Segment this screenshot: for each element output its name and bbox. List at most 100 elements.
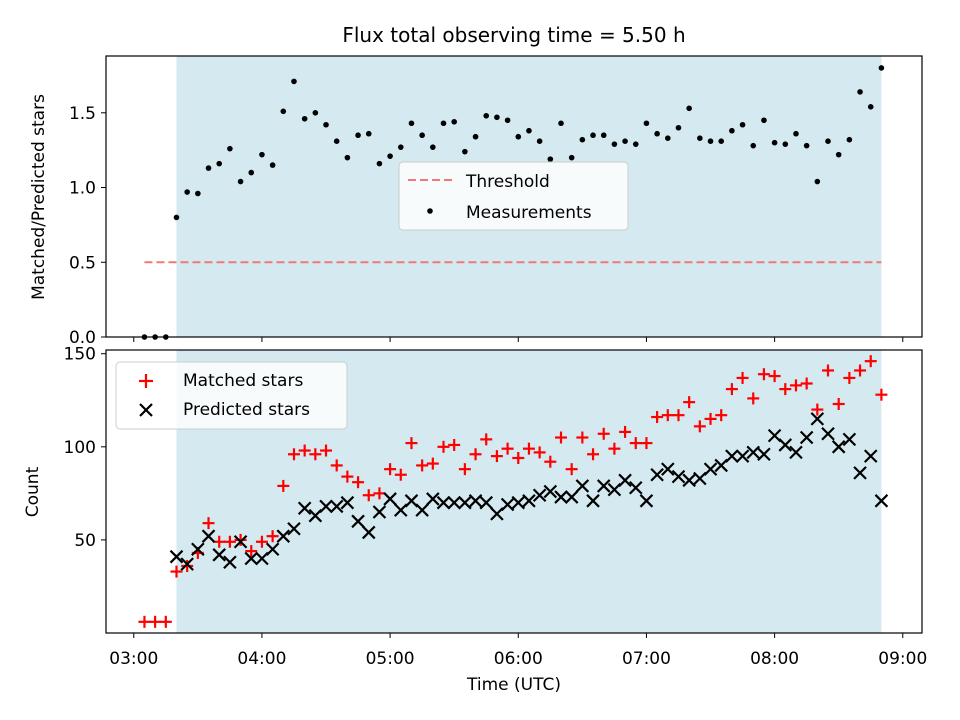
measurement-point	[440, 120, 447, 127]
measurement-point	[323, 121, 329, 128]
predicted-stars-point	[319, 499, 333, 514]
matched-stars-point	[362, 489, 375, 502]
top-panel: 0.0 0.5 1.0 1.5 Matched/Predicted stars Thr…	[29, 55, 923, 348]
matched-stars-point	[661, 409, 674, 422]
measurement-point	[803, 142, 810, 149]
matched-stars-point	[202, 517, 215, 530]
matched-stars-point	[736, 371, 749, 384]
predicted-stars-point	[276, 529, 291, 543]
matched-stars-point	[266, 530, 279, 543]
bottom-y-tick-label: 100	[64, 438, 96, 458]
measurement-point	[665, 135, 671, 142]
predicted-stars-point	[191, 542, 205, 556]
chart-title: Flux total observing time = 5.50 h	[342, 23, 685, 47]
measurements-legend-label: Measurements	[466, 203, 592, 223]
measurement-point	[857, 89, 863, 95]
measurement-point	[472, 133, 479, 140]
predicted-stars-point	[703, 462, 718, 476]
matched-stars-point	[255, 535, 268, 548]
top-y-tick-label: 1.5	[69, 104, 96, 124]
measurement-point	[205, 165, 212, 171]
matched-stars-point	[501, 442, 514, 455]
measurement-point	[365, 130, 372, 137]
predicted-stars-point	[383, 492, 397, 506]
matched-stars-point	[384, 463, 397, 476]
measurement-point	[878, 65, 885, 71]
matched-stars-point	[458, 463, 471, 476]
measurement-point	[462, 148, 468, 155]
matched-stars-point	[394, 468, 407, 481]
predicted-stars-point	[447, 495, 461, 510]
predicted-stars-point	[596, 479, 611, 493]
predicted-stars-point	[212, 548, 226, 562]
matched-stars-point	[170, 565, 183, 578]
bottom-legend-box	[115, 361, 348, 430]
predicted-stars-point	[554, 490, 568, 504]
predicted-stars-point	[810, 412, 825, 426]
predicted-stars-point	[436, 495, 451, 510]
bottom-y-tick-label: 50	[74, 531, 96, 551]
bottom-y-axis-label: Count	[23, 466, 43, 517]
measurement-point	[568, 154, 575, 161]
matched-stars-point	[619, 425, 632, 438]
measurement-point	[227, 145, 233, 152]
predicted-stars-point	[575, 479, 590, 493]
measurement-point	[451, 118, 457, 125]
matched-stars-point	[800, 377, 813, 390]
x-tick-label: 03:00	[109, 649, 158, 669]
measurement-point	[419, 132, 425, 139]
matched-stars-point	[822, 364, 835, 377]
measurement-point	[590, 132, 596, 139]
matched-stars-point	[320, 444, 333, 457]
measurement-point	[793, 130, 799, 137]
measurements-legend-swatch	[427, 208, 433, 214]
matched-stars-point	[309, 448, 322, 461]
measurement-point	[536, 138, 543, 144]
predicted-stars-point	[223, 555, 237, 570]
measurement-point	[579, 136, 586, 143]
matched-stars-point	[843, 371, 856, 384]
predicted-stars-point	[564, 490, 579, 504]
matched-stars-point	[747, 392, 760, 405]
measurement-point	[237, 178, 244, 185]
predicted-stars-point	[351, 514, 365, 529]
matched-stars-point	[352, 476, 365, 489]
matched-stars-point	[245, 545, 258, 558]
measurement-point	[632, 141, 639, 147]
predicted-stars-point	[853, 466, 867, 480]
matched-stars-point	[672, 409, 685, 422]
predicted-stars-point	[361, 525, 376, 540]
matched-stars-legend-label: Matched stars	[183, 371, 303, 391]
predicted-stars-point	[543, 484, 558, 499]
predicted-stars-point	[265, 542, 280, 556]
predicted-stars-point	[725, 449, 739, 463]
measurement-point	[547, 156, 554, 162]
measurement-point	[280, 108, 287, 115]
matched-stars-point	[683, 396, 696, 409]
predicted-stars-point	[628, 480, 643, 495]
x-tick-label: 09:00	[878, 649, 927, 669]
predicted-stars-point	[863, 449, 878, 463]
matched-stars-point	[181, 559, 194, 572]
measurement-point	[707, 138, 714, 144]
measurement-point	[686, 105, 692, 112]
matched-stars-point	[544, 455, 557, 468]
predicted-stars-point	[757, 447, 771, 462]
measurement-point	[526, 127, 532, 134]
matched-stars-point	[640, 437, 653, 450]
predicted-stars-point	[415, 503, 429, 517]
matched-stars-point	[725, 383, 738, 396]
measurement-point	[558, 120, 564, 127]
measurement-point	[782, 141, 789, 147]
matched-stars-point	[149, 615, 162, 628]
matched-stars-point	[757, 368, 770, 381]
predicted-stars-point	[618, 473, 632, 488]
x-tick-label: 04:00	[237, 649, 286, 669]
matched-stars-point	[223, 535, 236, 548]
matched-stars-point	[287, 448, 300, 461]
measurement-point	[195, 190, 201, 197]
matched-stars-point	[811, 403, 824, 416]
bottom-plot-frame	[105, 349, 923, 634]
measurement-point	[771, 139, 778, 146]
predicted-stars-point	[372, 505, 387, 519]
